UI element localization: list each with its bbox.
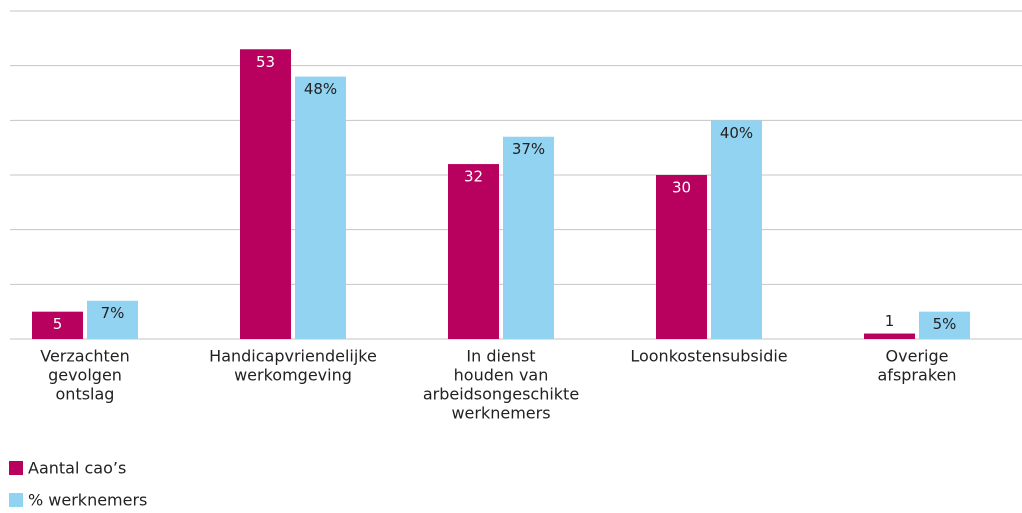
data-label: 1 xyxy=(885,312,895,330)
x-tick-label: Overige xyxy=(886,347,949,366)
data-label: 32 xyxy=(464,168,483,186)
data-label: 5 xyxy=(53,315,63,333)
data-label: 40% xyxy=(720,124,753,142)
x-tick-label: houden van xyxy=(454,366,549,385)
data-label: 53 xyxy=(256,53,275,71)
bar xyxy=(295,76,346,339)
bar xyxy=(503,136,554,339)
x-tick-label: werknemers xyxy=(451,404,550,423)
data-label: 37% xyxy=(512,140,545,158)
data-label: 30 xyxy=(672,179,691,197)
data-label: 5% xyxy=(933,315,957,333)
bar xyxy=(919,311,970,339)
data-label: 48% xyxy=(304,80,337,98)
legend-swatch xyxy=(9,493,23,507)
data-label: 7% xyxy=(101,304,125,322)
legend-label: Aantal cao’s xyxy=(28,459,126,478)
x-tick-label: Loonkostensubsidie xyxy=(630,347,787,366)
bar xyxy=(711,120,762,339)
x-tick-label: afspraken xyxy=(878,366,957,385)
x-tick-label: In dienst xyxy=(466,347,535,366)
bar xyxy=(87,300,138,339)
x-tick-label: arbeidsongeschikte xyxy=(423,385,579,404)
legend-label: % werknemers xyxy=(28,491,147,510)
bar xyxy=(864,333,915,339)
bar xyxy=(448,164,499,339)
x-tick-label: Handicapvriendelijke xyxy=(209,347,377,366)
bar xyxy=(32,311,83,339)
x-tick-label: gevolgen xyxy=(48,366,122,385)
bar xyxy=(240,49,291,340)
bar xyxy=(656,175,707,339)
x-tick-label: Verzachten xyxy=(40,347,130,366)
x-tick-label: werkomgeving xyxy=(234,366,352,385)
x-tick-label: ontslag xyxy=(56,385,115,404)
legend-swatch xyxy=(9,461,23,475)
